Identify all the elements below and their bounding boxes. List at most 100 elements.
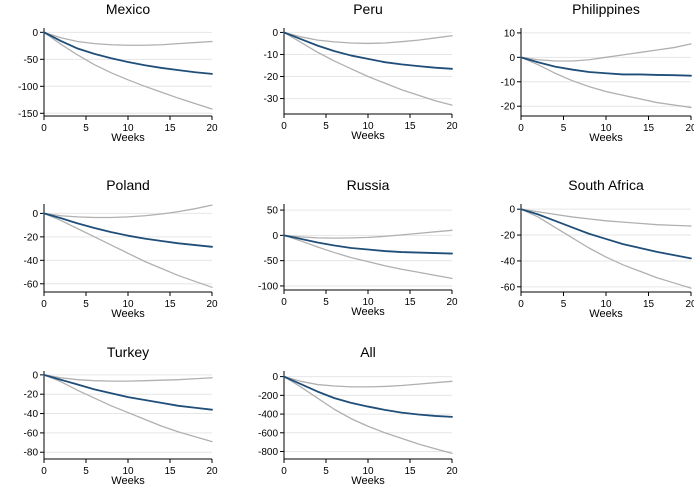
series-line-estimate xyxy=(283,31,453,70)
y-tick-label: 50 xyxy=(267,206,279,217)
series-line-upper xyxy=(520,43,692,62)
y-tick-label: 0 xyxy=(272,28,278,39)
series-line-lower xyxy=(283,375,453,455)
y-tick-label: -150 xyxy=(18,109,38,120)
x-tick-label: 20 xyxy=(446,121,458,132)
x-axis-label: Weeks xyxy=(111,308,145,320)
y-tick-label: -10 xyxy=(501,77,516,88)
x-axis-label: Weeks xyxy=(351,475,385,487)
x-tick-label: 0 xyxy=(41,123,47,134)
series-line-lower xyxy=(520,208,692,289)
x-tick-label: 10 xyxy=(362,121,374,132)
x-tick-label: 5 xyxy=(561,123,567,134)
panel-title: Turkey xyxy=(107,344,149,360)
x-tick-label: 20 xyxy=(685,123,694,134)
x-tick-label: 5 xyxy=(323,121,329,132)
x-tick-label: 0 xyxy=(518,123,524,134)
x-tick-label: 5 xyxy=(83,123,89,134)
series-line-estimate xyxy=(283,234,453,255)
panel-title: South Africa xyxy=(568,177,644,193)
y-tick-label: -20 xyxy=(24,390,39,401)
series-line-lower xyxy=(43,374,213,443)
x-tick-label: 0 xyxy=(281,297,287,308)
x-tick-label: 5 xyxy=(83,299,89,310)
x-tick-label: 5 xyxy=(323,297,329,308)
x-tick-label: 15 xyxy=(164,466,176,477)
series-line-lower xyxy=(283,31,453,106)
x-tick-label: 0 xyxy=(41,299,47,310)
y-tick-label: -60 xyxy=(24,428,39,439)
x-tick-label: 15 xyxy=(643,299,655,310)
x-tick-label: 20 xyxy=(206,123,218,134)
series-line-estimate xyxy=(520,208,692,260)
series-line-lower xyxy=(43,212,213,288)
y-tick-label: -40 xyxy=(24,256,39,267)
x-axis-label: Weeks xyxy=(351,130,385,142)
series-line-upper xyxy=(43,31,213,46)
panel-peru: Peru 0 -10 -20 -30 0 5 10 15 20 Weeks xyxy=(264,1,458,142)
series-line-lower xyxy=(43,31,213,110)
y-tick-label: -100 xyxy=(18,82,38,93)
y-tick-label: 0 xyxy=(32,209,38,220)
x-axis-label: Weeks xyxy=(589,308,623,320)
y-tick-label: -50 xyxy=(24,55,39,66)
x-tick-label: 20 xyxy=(446,466,458,477)
x-tick-label: 20 xyxy=(446,297,458,308)
x-tick-label: 15 xyxy=(404,466,416,477)
x-tick-label: 0 xyxy=(41,466,47,477)
y-tick-label: 0 xyxy=(509,53,515,64)
x-tick-label: 5 xyxy=(83,466,89,477)
x-tick-label: 10 xyxy=(362,297,374,308)
y-tick-label: -200 xyxy=(258,391,278,402)
y-tick-label: 0 xyxy=(32,28,38,39)
panel-title: All xyxy=(360,344,376,360)
y-tick-label: -10 xyxy=(264,50,279,61)
y-tick-label: -60 xyxy=(24,279,39,290)
x-axis-label: Weeks xyxy=(589,132,623,144)
panel-title: Philippines xyxy=(572,1,640,17)
x-tick-label: 15 xyxy=(404,297,416,308)
series-line-lower xyxy=(283,234,453,280)
x-tick-label: 20 xyxy=(206,466,218,477)
series-line-estimate xyxy=(43,373,213,411)
x-tick-label: 15 xyxy=(643,123,655,134)
x-tick-label: 20 xyxy=(206,299,218,310)
panel-title: Mexico xyxy=(106,1,151,17)
x-tick-label: 0 xyxy=(518,299,524,310)
x-tick-label: 15 xyxy=(164,299,176,310)
y-tick-label: -80 xyxy=(24,448,39,459)
x-tick-label: 5 xyxy=(323,466,329,477)
x-tick-label: 10 xyxy=(362,466,374,477)
y-tick-label: -40 xyxy=(501,256,516,267)
y-tick-label: 0 xyxy=(32,370,38,381)
series-line-upper xyxy=(43,374,213,382)
y-tick-label: -20 xyxy=(501,102,516,113)
series-line-upper xyxy=(283,229,453,239)
x-tick-label: 0 xyxy=(281,121,287,132)
x-tick-label: 15 xyxy=(404,121,416,132)
y-tick-label: 0 xyxy=(272,231,278,242)
x-axis-label: Weeks xyxy=(351,306,385,318)
x-tick-label: 10 xyxy=(600,123,612,134)
x-tick-label: 0 xyxy=(281,466,287,477)
panel-title: Russia xyxy=(347,177,390,193)
y-tick-label: -20 xyxy=(24,232,39,243)
x-axis-label: Weeks xyxy=(111,132,145,144)
y-tick-label: -50 xyxy=(264,256,279,267)
x-tick-label: 10 xyxy=(122,123,134,134)
y-tick-label: -800 xyxy=(258,447,278,458)
y-tick-label: -60 xyxy=(501,282,516,293)
series-line-upper xyxy=(283,375,453,388)
series-line-estimate xyxy=(43,31,213,75)
y-tick-label: -100 xyxy=(258,281,278,292)
y-tick-label: -30 xyxy=(264,94,279,105)
y-tick-label: 0 xyxy=(272,372,278,383)
series-line-estimate xyxy=(43,212,213,248)
x-axis-label: Weeks xyxy=(111,475,145,487)
panel-title: Poland xyxy=(106,177,150,193)
